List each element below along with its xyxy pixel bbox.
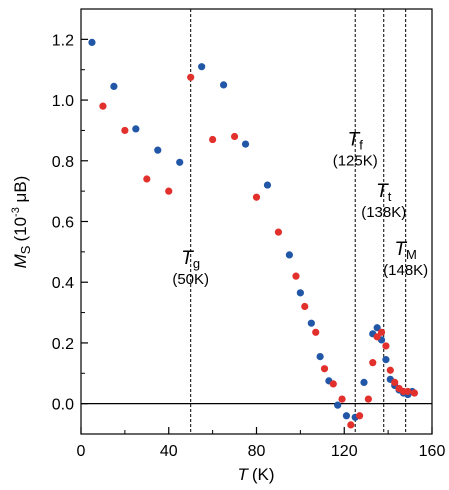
data-point <box>377 328 386 336</box>
x-axis-ticks: 0 40 80 120 160 <box>77 427 446 460</box>
y-axis-unit-exp: -3 <box>10 207 22 217</box>
data-point <box>296 289 304 297</box>
x-axis-unit: (K) <box>252 465 275 484</box>
y-axis-ticks: 0.0 0.2 0.4 0.6 0.8 1.0 1.2 <box>52 8 88 435</box>
transition-temperature: (125K) <box>333 153 378 170</box>
data-point <box>209 135 217 144</box>
data-point <box>154 146 162 154</box>
transition-temperature: (138K) <box>361 204 406 221</box>
data-point <box>263 181 272 189</box>
x-tick-label: 0 <box>77 443 86 460</box>
y-axis-symbol: M <box>11 253 30 268</box>
y-axis-unit-post: μB) <box>11 176 30 208</box>
transition-symbol: Tf <box>348 130 364 153</box>
data-point <box>364 395 372 403</box>
y-tick-label: 0.6 <box>52 215 74 232</box>
data-point <box>301 302 309 311</box>
transition-temperature: (50K) <box>172 271 209 288</box>
data-point <box>382 356 390 364</box>
data-point <box>292 272 300 280</box>
y-tick-label: 0.0 <box>52 397 74 414</box>
data-point <box>99 102 107 110</box>
data-point <box>342 412 351 420</box>
data-point <box>316 352 324 361</box>
data-point <box>373 333 381 341</box>
data-point <box>274 228 283 236</box>
x-axis-label: T (K) <box>237 465 274 484</box>
data-point <box>334 401 342 409</box>
data-point <box>110 82 118 91</box>
data-point <box>241 140 250 148</box>
data-point <box>382 342 390 350</box>
y-tick-label: 1.0 <box>52 93 74 110</box>
data-point <box>360 378 368 386</box>
data-point <box>143 175 151 183</box>
data-point <box>391 378 399 386</box>
data-point <box>252 193 261 201</box>
transition-annotations: Tg(50K) Tf(125K) Tt(138K) TM(148K) <box>172 130 428 288</box>
y-tick-label: 1.2 <box>52 32 74 49</box>
y-axis-label: MS (10-3 μB) <box>10 176 33 269</box>
data-point <box>132 125 140 133</box>
data-point <box>347 421 355 429</box>
data-point <box>312 328 320 336</box>
x-tick-label: 40 <box>160 443 178 460</box>
data-point <box>373 324 381 332</box>
data-point <box>307 319 315 327</box>
y-axis-unit-pre: (10 <box>11 217 30 242</box>
data-point <box>176 158 184 166</box>
data-point <box>369 359 377 367</box>
data-point <box>165 187 173 195</box>
y-axis-subscript: S <box>18 245 33 254</box>
y-tick-label: 0.4 <box>52 275 74 292</box>
data-point <box>320 365 329 373</box>
data-point <box>329 380 337 388</box>
plot-frame <box>80 8 433 435</box>
data-point <box>356 412 364 420</box>
data-point <box>285 251 294 259</box>
x-tick-label: 160 <box>419 443 446 460</box>
data-points <box>88 38 419 429</box>
data-point <box>386 366 394 374</box>
data-point <box>198 63 206 71</box>
data-point <box>219 81 228 89</box>
y-tick-label: 0.2 <box>52 336 74 353</box>
data-point <box>121 126 129 135</box>
transition-symbol: Tg <box>181 248 200 271</box>
transition-temperature: (148K) <box>383 262 428 279</box>
data-point <box>338 395 346 403</box>
data-point <box>230 132 239 141</box>
transition-symbol: TM <box>394 239 416 262</box>
data-point <box>187 73 195 81</box>
data-point <box>404 387 412 396</box>
data-point <box>410 389 419 397</box>
y-tick-label: 0.8 <box>52 154 74 171</box>
x-tick-label: 80 <box>248 443 266 460</box>
x-axis-symbol: T <box>237 465 249 484</box>
transition-symbol: Tt <box>376 181 392 204</box>
transition-lines <box>190 9 407 434</box>
x-tick-label: 120 <box>331 443 358 460</box>
data-point <box>88 38 96 46</box>
